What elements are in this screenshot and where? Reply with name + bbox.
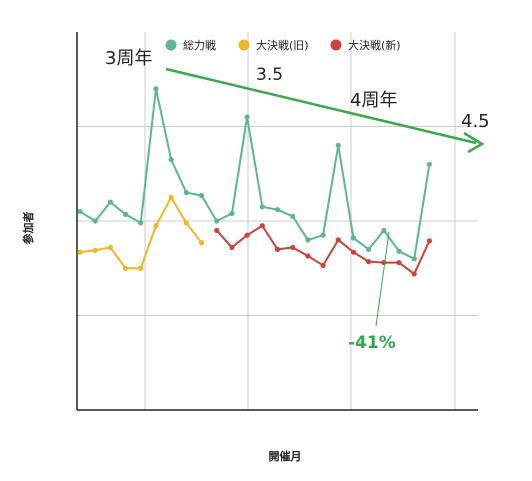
data-point	[274, 207, 281, 213]
series-layer	[77, 86, 433, 277]
data-point	[350, 249, 357, 255]
data-point	[411, 256, 417, 262]
pointer-line	[375, 231, 390, 327]
data-point	[198, 192, 205, 199]
data-point	[107, 244, 113, 251]
data-point	[381, 259, 387, 266]
data-point	[168, 156, 174, 163]
data-point	[122, 265, 129, 271]
data-point	[138, 265, 144, 271]
legend-label: 大決戦(新)	[348, 38, 401, 52]
data-point	[229, 210, 235, 217]
data-point	[335, 237, 341, 243]
data-point	[198, 240, 205, 246]
data-point	[350, 235, 357, 241]
data-point	[229, 244, 235, 251]
data-point	[92, 218, 98, 224]
data-point	[366, 259, 372, 265]
legend-marker	[330, 39, 342, 51]
series-3	[214, 223, 433, 277]
data-point	[183, 190, 189, 196]
data-point	[183, 220, 189, 226]
legend: 総力戦 大決戦(旧) 大決戦(新)	[165, 38, 401, 52]
data-point	[92, 247, 98, 253]
data-point	[259, 223, 265, 229]
data-point	[426, 238, 433, 244]
data-point	[396, 259, 402, 266]
data-point	[153, 223, 159, 229]
legend-marker	[165, 39, 177, 51]
data-point	[290, 244, 296, 251]
annotation-label: 4.5	[461, 111, 490, 132]
annotation-label: 3.5	[256, 65, 283, 85]
x-axis-title: 開催月	[269, 449, 302, 463]
trend-arrow-line	[165, 67, 477, 145]
legend-marker	[238, 39, 250, 51]
data-point	[244, 114, 250, 120]
data-point	[214, 227, 220, 234]
data-point	[244, 232, 250, 238]
data-point	[335, 142, 341, 148]
data-point	[107, 199, 113, 205]
data-point	[153, 86, 159, 92]
data-point	[320, 232, 326, 238]
data-point	[305, 253, 311, 259]
data-point	[381, 227, 387, 234]
y-axis-title: 参加者	[21, 212, 35, 245]
axes	[76, 32, 478, 411]
series-1	[77, 86, 433, 262]
series-line	[79, 195, 203, 270]
series-line	[79, 88, 431, 261]
data-point	[366, 246, 372, 252]
data-point	[411, 271, 417, 277]
legend-label: 総力戦	[183, 38, 216, 52]
data-point	[320, 262, 326, 269]
data-point	[77, 208, 83, 215]
data-point	[290, 213, 296, 219]
annotation-label: 4周年	[350, 90, 397, 111]
legend-label: 大決戦(旧)	[256, 38, 309, 52]
data-point	[426, 161, 433, 167]
data-point	[274, 246, 281, 252]
data-point	[305, 237, 311, 243]
annotation-label: -41%	[348, 333, 396, 353]
data-point	[259, 204, 265, 210]
data-point	[168, 194, 174, 200]
annotations: 3周年 3.5 4周年 4.5 -41%	[105, 48, 490, 353]
trend-arrowhead	[463, 131, 485, 154]
data-point	[396, 248, 402, 254]
annotation-label: 3周年	[105, 48, 152, 69]
data-point	[77, 249, 83, 255]
data-point	[138, 220, 144, 226]
data-point	[214, 218, 220, 224]
data-point	[122, 211, 129, 217]
series-2	[77, 194, 205, 271]
